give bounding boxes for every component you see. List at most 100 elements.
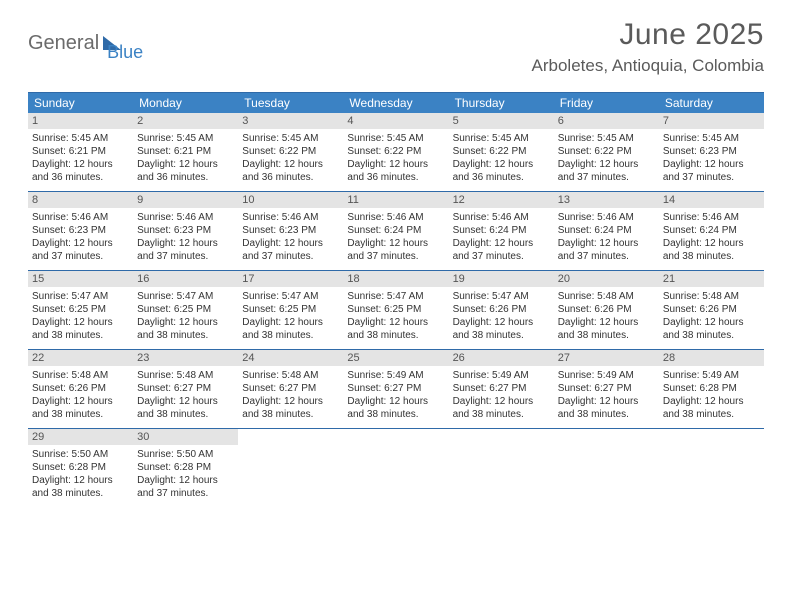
day-cell: 29Sunrise: 5:50 AMSunset: 6:28 PMDayligh…: [28, 429, 133, 507]
day-cell: 12Sunrise: 5:46 AMSunset: 6:24 PMDayligh…: [449, 192, 554, 270]
daylight-line: Daylight: 12 hours and 37 minutes.: [558, 237, 655, 263]
day-cell: [554, 429, 659, 507]
logo: General Blue: [28, 18, 143, 63]
sunrise-line: Sunrise: 5:48 AM: [137, 369, 234, 382]
daylight-line: Daylight: 12 hours and 37 minutes.: [558, 158, 655, 184]
daylight-line: Daylight: 12 hours and 38 minutes.: [137, 395, 234, 421]
day-cell: 8Sunrise: 5:46 AMSunset: 6:23 PMDaylight…: [28, 192, 133, 270]
header: General Blue June 2025 Arboletes, Antioq…: [0, 0, 792, 82]
sunrise-line: Sunrise: 5:46 AM: [137, 211, 234, 224]
day-cell: 15Sunrise: 5:47 AMSunset: 6:25 PMDayligh…: [28, 271, 133, 349]
sunset-line: Sunset: 6:23 PM: [242, 224, 339, 237]
daylight-line: Daylight: 12 hours and 38 minutes.: [663, 395, 760, 421]
sunrise-line: Sunrise: 5:45 AM: [137, 132, 234, 145]
sunset-line: Sunset: 6:27 PM: [137, 382, 234, 395]
week-row: 8Sunrise: 5:46 AMSunset: 6:23 PMDaylight…: [28, 192, 764, 271]
sunrise-line: Sunrise: 5:47 AM: [137, 290, 234, 303]
sunset-line: Sunset: 6:25 PM: [242, 303, 339, 316]
daylight-line: Daylight: 12 hours and 38 minutes.: [347, 395, 444, 421]
sunrise-line: Sunrise: 5:45 AM: [558, 132, 655, 145]
daylight-line: Daylight: 12 hours and 38 minutes.: [558, 395, 655, 421]
sunset-line: Sunset: 6:26 PM: [32, 382, 129, 395]
day-number: 6: [554, 113, 659, 129]
day-number: 25: [343, 350, 448, 366]
daylight-line: Daylight: 12 hours and 37 minutes.: [137, 474, 234, 500]
sunrise-line: Sunrise: 5:45 AM: [663, 132, 760, 145]
day-number: 20: [554, 271, 659, 287]
sunset-line: Sunset: 6:24 PM: [558, 224, 655, 237]
daylight-line: Daylight: 12 hours and 37 minutes.: [453, 237, 550, 263]
day-number: 26: [449, 350, 554, 366]
day-cell: 19Sunrise: 5:47 AMSunset: 6:26 PMDayligh…: [449, 271, 554, 349]
day-number: 7: [659, 113, 764, 129]
sunset-line: Sunset: 6:23 PM: [32, 224, 129, 237]
sunrise-line: Sunrise: 5:48 AM: [242, 369, 339, 382]
day-number: 11: [343, 192, 448, 208]
day-number: 28: [659, 350, 764, 366]
sunset-line: Sunset: 6:25 PM: [137, 303, 234, 316]
daylight-line: Daylight: 12 hours and 38 minutes.: [663, 316, 760, 342]
dow-saturday: Saturday: [659, 93, 764, 113]
day-cell: 21Sunrise: 5:48 AMSunset: 6:26 PMDayligh…: [659, 271, 764, 349]
dow-friday: Friday: [554, 93, 659, 113]
sunset-line: Sunset: 6:25 PM: [32, 303, 129, 316]
daylight-line: Daylight: 12 hours and 38 minutes.: [453, 316, 550, 342]
day-cell: 17Sunrise: 5:47 AMSunset: 6:25 PMDayligh…: [238, 271, 343, 349]
sunset-line: Sunset: 6:28 PM: [32, 461, 129, 474]
day-number: 3: [238, 113, 343, 129]
sunrise-line: Sunrise: 5:45 AM: [32, 132, 129, 145]
daylight-line: Daylight: 12 hours and 38 minutes.: [137, 316, 234, 342]
day-number: 24: [238, 350, 343, 366]
day-number: 10: [238, 192, 343, 208]
sunset-line: Sunset: 6:27 PM: [558, 382, 655, 395]
day-cell: 9Sunrise: 5:46 AMSunset: 6:23 PMDaylight…: [133, 192, 238, 270]
sunrise-line: Sunrise: 5:47 AM: [32, 290, 129, 303]
day-cell: 1Sunrise: 5:45 AMSunset: 6:21 PMDaylight…: [28, 113, 133, 191]
day-cell: 2Sunrise: 5:45 AMSunset: 6:21 PMDaylight…: [133, 113, 238, 191]
day-cell: 20Sunrise: 5:48 AMSunset: 6:26 PMDayligh…: [554, 271, 659, 349]
day-cell: [449, 429, 554, 507]
day-cell: 5Sunrise: 5:45 AMSunset: 6:22 PMDaylight…: [449, 113, 554, 191]
sunset-line: Sunset: 6:21 PM: [137, 145, 234, 158]
day-number: 2: [133, 113, 238, 129]
sunrise-line: Sunrise: 5:49 AM: [558, 369, 655, 382]
day-cell: 7Sunrise: 5:45 AMSunset: 6:23 PMDaylight…: [659, 113, 764, 191]
day-cell: 22Sunrise: 5:48 AMSunset: 6:26 PMDayligh…: [28, 350, 133, 428]
day-number: 13: [554, 192, 659, 208]
day-number: 9: [133, 192, 238, 208]
sunrise-line: Sunrise: 5:45 AM: [242, 132, 339, 145]
week-row: 29Sunrise: 5:50 AMSunset: 6:28 PMDayligh…: [28, 429, 764, 507]
day-cell: 25Sunrise: 5:49 AMSunset: 6:27 PMDayligh…: [343, 350, 448, 428]
day-number: 4: [343, 113, 448, 129]
day-number: 19: [449, 271, 554, 287]
logo-text-general: General: [28, 32, 99, 55]
sunset-line: Sunset: 6:25 PM: [347, 303, 444, 316]
day-number: 29: [28, 429, 133, 445]
day-cell: 14Sunrise: 5:46 AMSunset: 6:24 PMDayligh…: [659, 192, 764, 270]
day-cell: 13Sunrise: 5:46 AMSunset: 6:24 PMDayligh…: [554, 192, 659, 270]
day-cell: 6Sunrise: 5:45 AMSunset: 6:22 PMDaylight…: [554, 113, 659, 191]
sunset-line: Sunset: 6:22 PM: [453, 145, 550, 158]
sunset-line: Sunset: 6:27 PM: [242, 382, 339, 395]
sunrise-line: Sunrise: 5:46 AM: [663, 211, 760, 224]
calendar: Sunday Monday Tuesday Wednesday Thursday…: [28, 92, 764, 507]
day-number: 8: [28, 192, 133, 208]
sunset-line: Sunset: 6:22 PM: [242, 145, 339, 158]
day-cell: 26Sunrise: 5:49 AMSunset: 6:27 PMDayligh…: [449, 350, 554, 428]
daylight-line: Daylight: 12 hours and 37 minutes.: [242, 237, 339, 263]
sunset-line: Sunset: 6:28 PM: [137, 461, 234, 474]
day-of-week-header: Sunday Monday Tuesday Wednesday Thursday…: [28, 93, 764, 113]
dow-sunday: Sunday: [28, 93, 133, 113]
daylight-line: Daylight: 12 hours and 38 minutes.: [242, 316, 339, 342]
sunrise-line: Sunrise: 5:45 AM: [453, 132, 550, 145]
day-number: 16: [133, 271, 238, 287]
sunset-line: Sunset: 6:23 PM: [663, 145, 760, 158]
daylight-line: Daylight: 12 hours and 37 minutes.: [347, 237, 444, 263]
location-text: Arboletes, Antioquia, Colombia: [532, 56, 764, 76]
month-title: June 2025: [532, 18, 764, 52]
daylight-line: Daylight: 12 hours and 37 minutes.: [137, 237, 234, 263]
dow-thursday: Thursday: [449, 93, 554, 113]
day-number: 5: [449, 113, 554, 129]
sunset-line: Sunset: 6:24 PM: [347, 224, 444, 237]
day-cell: 4Sunrise: 5:45 AMSunset: 6:22 PMDaylight…: [343, 113, 448, 191]
